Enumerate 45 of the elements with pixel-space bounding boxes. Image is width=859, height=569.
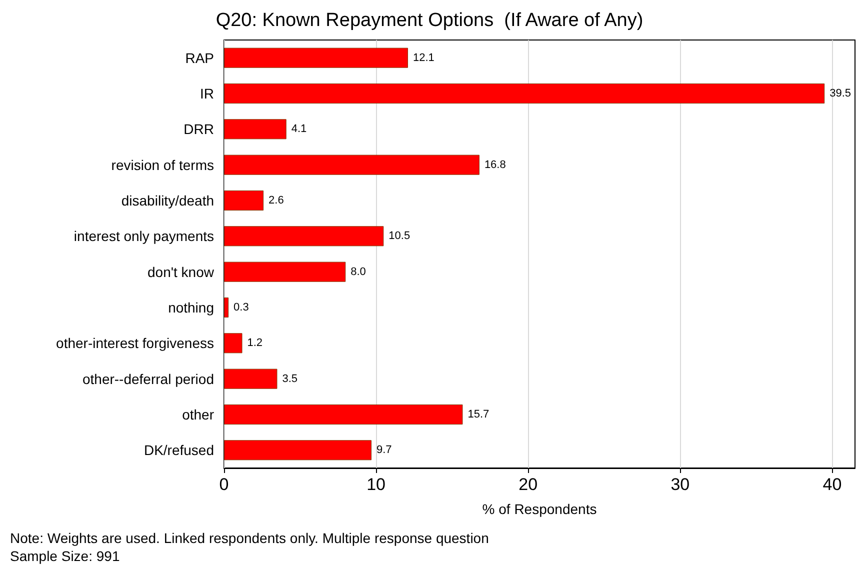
bar — [224, 262, 346, 282]
y-tick-label: DK/refused — [144, 442, 214, 458]
x-tick-label: 30 — [670, 475, 690, 494]
data-label: 0.3 — [234, 302, 249, 314]
data-label: 39.5 — [830, 88, 852, 100]
x-axis-title: % of Respondents — [482, 501, 597, 517]
bar — [224, 226, 384, 246]
data-label: 3.5 — [282, 372, 298, 385]
data-label: 10.5 — [388, 230, 410, 242]
data-label: 2.6 — [268, 194, 284, 206]
text: Sample Size: 991 — [10, 548, 120, 564]
y-tick-label: don't know — [148, 264, 215, 280]
bar — [224, 333, 242, 354]
y-tick-label: IR — [200, 86, 214, 102]
bar — [224, 154, 480, 175]
x-tick-label: 20 — [518, 475, 538, 494]
data-label: 16.8 — [484, 158, 506, 171]
y-tick-label: RAP — [185, 50, 214, 66]
data-label: 15.7 — [468, 408, 490, 420]
x-tick-label: 0 — [219, 475, 229, 494]
data-label: 4.1 — [291, 123, 307, 136]
bar — [224, 440, 372, 460]
chart-title: Q20: Known Repayment Options (If Aware of Any) — [216, 10, 644, 31]
y-tick-label: DRR — [184, 121, 214, 138]
y-tick-label: other--deferral period — [82, 370, 214, 387]
y-tick-label: nothing — [168, 300, 214, 316]
x-tick-label: 10 — [366, 475, 386, 494]
bar — [224, 190, 264, 210]
y-tick-label: interest only payments — [74, 228, 214, 244]
data-label: 12.1 — [412, 52, 434, 64]
y-tick-label: revision of terms — [111, 156, 214, 173]
bar — [224, 298, 229, 318]
x-tick-label: 40 — [822, 475, 842, 494]
y-tick-label: other — [182, 406, 214, 422]
bar — [224, 119, 286, 140]
bar — [224, 84, 825, 104]
data-label: 8.0 — [350, 266, 366, 278]
bar — [224, 48, 408, 68]
y-tick-label: other-interest forgiveness — [56, 335, 214, 352]
bar — [224, 368, 278, 389]
data-label: 1.2 — [247, 337, 263, 350]
text: Note: Weights are used. Linked respondents only. Multiple response question — [10, 530, 489, 546]
y-tick-label: disability/death — [121, 192, 214, 208]
data-label: 9.7 — [376, 444, 392, 456]
bar — [224, 404, 463, 424]
